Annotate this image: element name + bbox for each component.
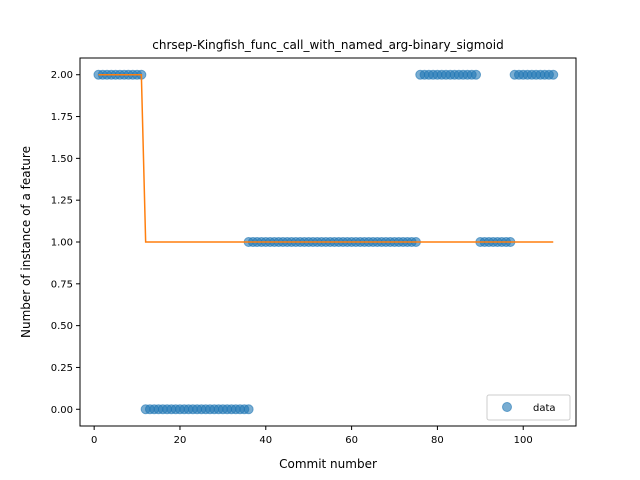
x-tick-label: 40 bbox=[259, 435, 272, 446]
x-tick-label: 20 bbox=[174, 435, 187, 446]
chart-title: chrsep-Kingfish_func_call_with_named_arg… bbox=[152, 38, 503, 52]
y-tick-label: 1.00 bbox=[51, 238, 73, 249]
x-tick-label: 60 bbox=[345, 435, 358, 446]
y-tick-label: 1.25 bbox=[51, 196, 73, 207]
x-axis-label: Commit number bbox=[279, 457, 377, 471]
legend-box bbox=[486, 394, 571, 421]
y-tick-label: 0.25 bbox=[51, 363, 73, 374]
x-tick-label: 0 bbox=[91, 435, 97, 446]
data-point bbox=[548, 69, 559, 80]
y-tick-label: 0.50 bbox=[51, 321, 73, 332]
y-tick-label: 0.00 bbox=[51, 405, 73, 416]
x-tick-label: 100 bbox=[514, 435, 533, 446]
plot-area: 0 20 40 60 80 100 0.00 0.25 0.50 0.75 1.00 1.25 1.50… bbox=[51, 57, 577, 446]
y-axis-label: Number of instance of a feature bbox=[19, 146, 33, 338]
x-tick-label: 80 bbox=[431, 435, 444, 446]
data-point bbox=[243, 404, 254, 415]
legend: data bbox=[486, 394, 571, 421]
data-point bbox=[471, 69, 482, 80]
legend-marker-data bbox=[502, 402, 512, 412]
y-tick-label: 1.75 bbox=[51, 112, 73, 123]
fit-line bbox=[98, 73, 554, 243]
y-tick-label: 1.50 bbox=[51, 154, 73, 165]
y-tick-label: 2.00 bbox=[51, 70, 73, 81]
legend-label-data: data bbox=[533, 403, 556, 414]
y-tick-label: 0.75 bbox=[51, 279, 73, 290]
